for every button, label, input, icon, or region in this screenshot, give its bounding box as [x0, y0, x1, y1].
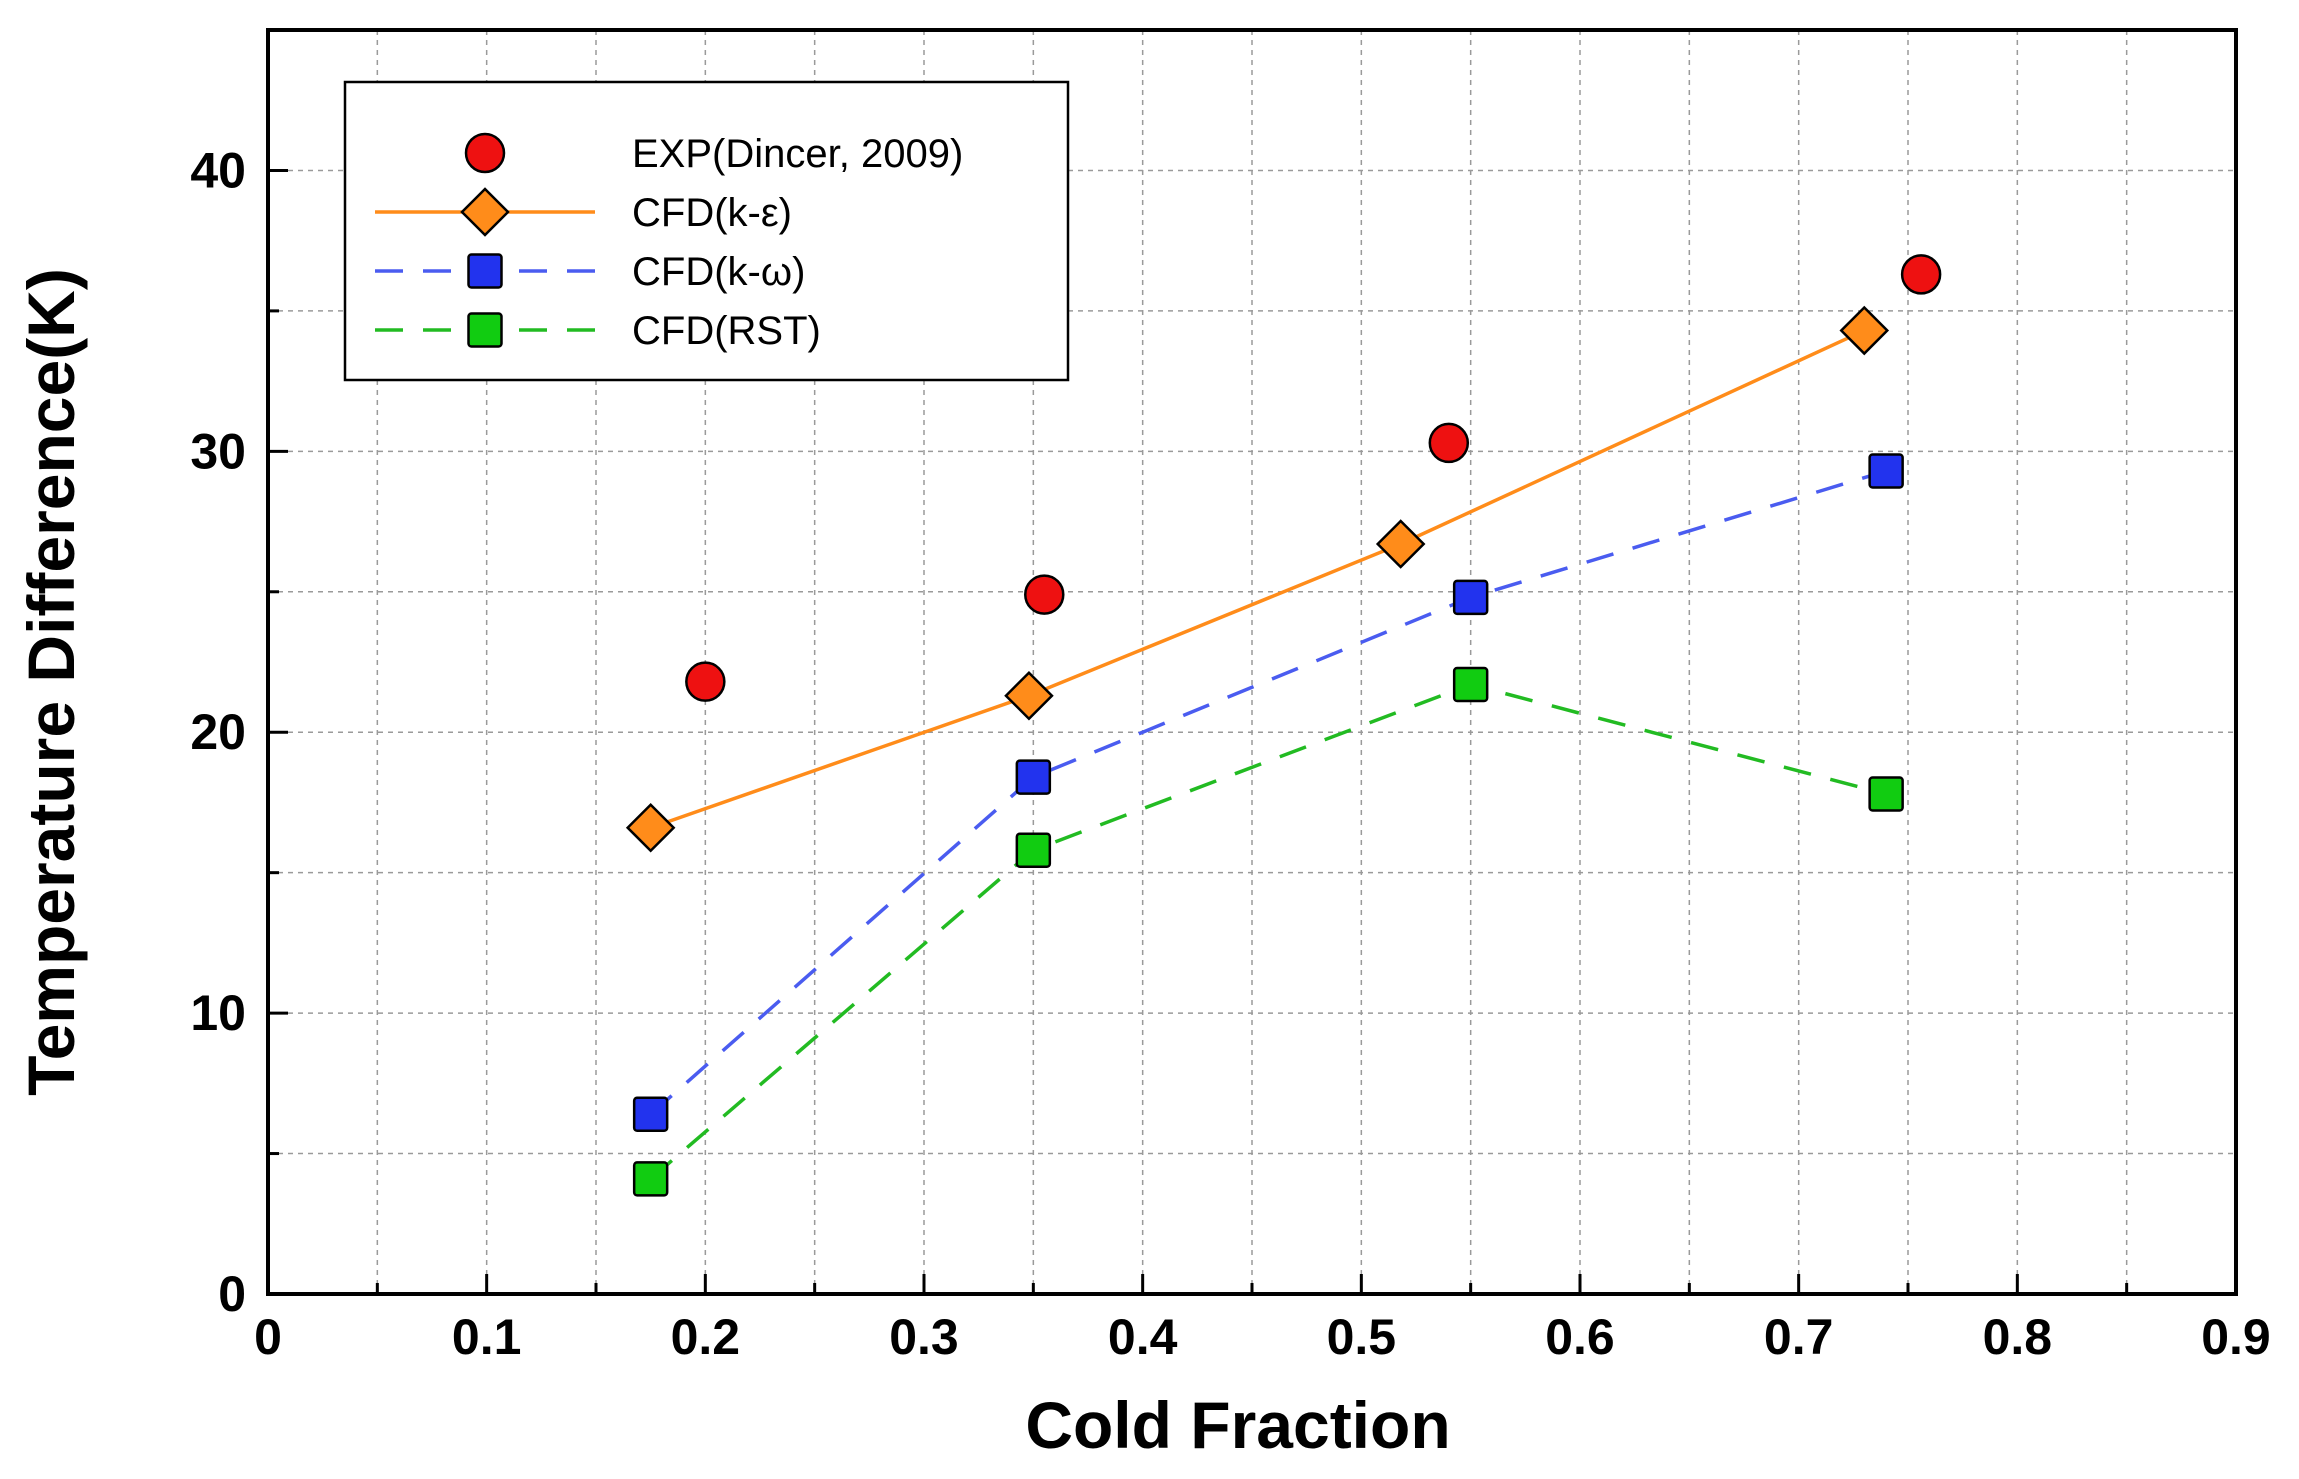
data-point [1868, 453, 1904, 489]
data-point [632, 1096, 669, 1132]
data-point [1868, 776, 1904, 812]
legend-label: EXP(Dincer, 2009) [632, 132, 963, 176]
x-tick-label: 0.1 [452, 1309, 522, 1365]
x-tick-label: 0.7 [1764, 1309, 1834, 1365]
legend-label: CFD(k-ω) [632, 250, 805, 294]
x-tick-label: 0.9 [2201, 1309, 2271, 1365]
y-tick-label: 20 [190, 704, 246, 760]
legend-item: CFD(k-ω) [375, 250, 805, 294]
data-point [1024, 574, 1065, 615]
legend-label: CFD(k-ε) [632, 191, 792, 235]
x-tick-label: 0.6 [1545, 1309, 1615, 1365]
series-3 [632, 666, 1904, 1197]
series-line [649, 682, 1887, 1181]
legend-marker [464, 132, 506, 174]
axis-ticks: 0 0.1 0.2 0.3 0.4 0.5 0.6 0.7 0.8 0.9 0 10 20 30 40 [190, 28, 2271, 1365]
x-tick-label: 0.8 [1983, 1309, 2053, 1365]
x-tick-label: 0.5 [1327, 1309, 1397, 1365]
y-axis-title: Temperature Difference(K) [14, 268, 88, 1096]
y-tick-label: 0 [218, 1266, 246, 1322]
legend-marker [467, 312, 503, 348]
plot-series [625, 254, 1942, 1197]
legend-marker [460, 187, 510, 237]
legend-item: CFD(k-ε) [375, 187, 792, 237]
data-point [1900, 254, 1942, 295]
series-0 [685, 254, 1942, 702]
series-1 [625, 305, 1890, 853]
y-tick-label: 10 [190, 985, 246, 1041]
data-point [1015, 759, 1052, 795]
legend-item: EXP(Dincer, 2009) [464, 132, 963, 176]
data-point [625, 802, 676, 853]
x-tick-label: 0.4 [1108, 1309, 1178, 1365]
legend: EXP(Dincer, 2009) CFD(k-ε) CFD(k-ω) CFD(RST… [343, 80, 1070, 382]
x-tick-label: 0 [254, 1309, 282, 1365]
legend-label: CFD(RST) [632, 309, 821, 353]
legend-marker [467, 253, 503, 289]
x-axis-title: Cold Fraction [1025, 1388, 1450, 1462]
y-tick-label: 30 [190, 423, 246, 479]
y-tick-label: 40 [190, 142, 246, 198]
series-line [650, 328, 1865, 830]
data-point [632, 1161, 669, 1197]
data-point [685, 661, 726, 702]
data-point [1428, 422, 1470, 464]
data-point [1839, 305, 1890, 356]
data-point [1375, 519, 1426, 569]
x-tick-label: 0.3 [889, 1309, 959, 1365]
legend-box [343, 80, 1070, 382]
data-point [1452, 666, 1489, 703]
series-line [649, 469, 1887, 1116]
data-point [1452, 579, 1489, 616]
series-2 [632, 453, 1904, 1132]
data-point [1004, 670, 1054, 721]
legend-item: CFD(RST) [375, 309, 821, 353]
data-point [1015, 832, 1052, 868]
x-tick-label: 0.2 [671, 1309, 741, 1365]
